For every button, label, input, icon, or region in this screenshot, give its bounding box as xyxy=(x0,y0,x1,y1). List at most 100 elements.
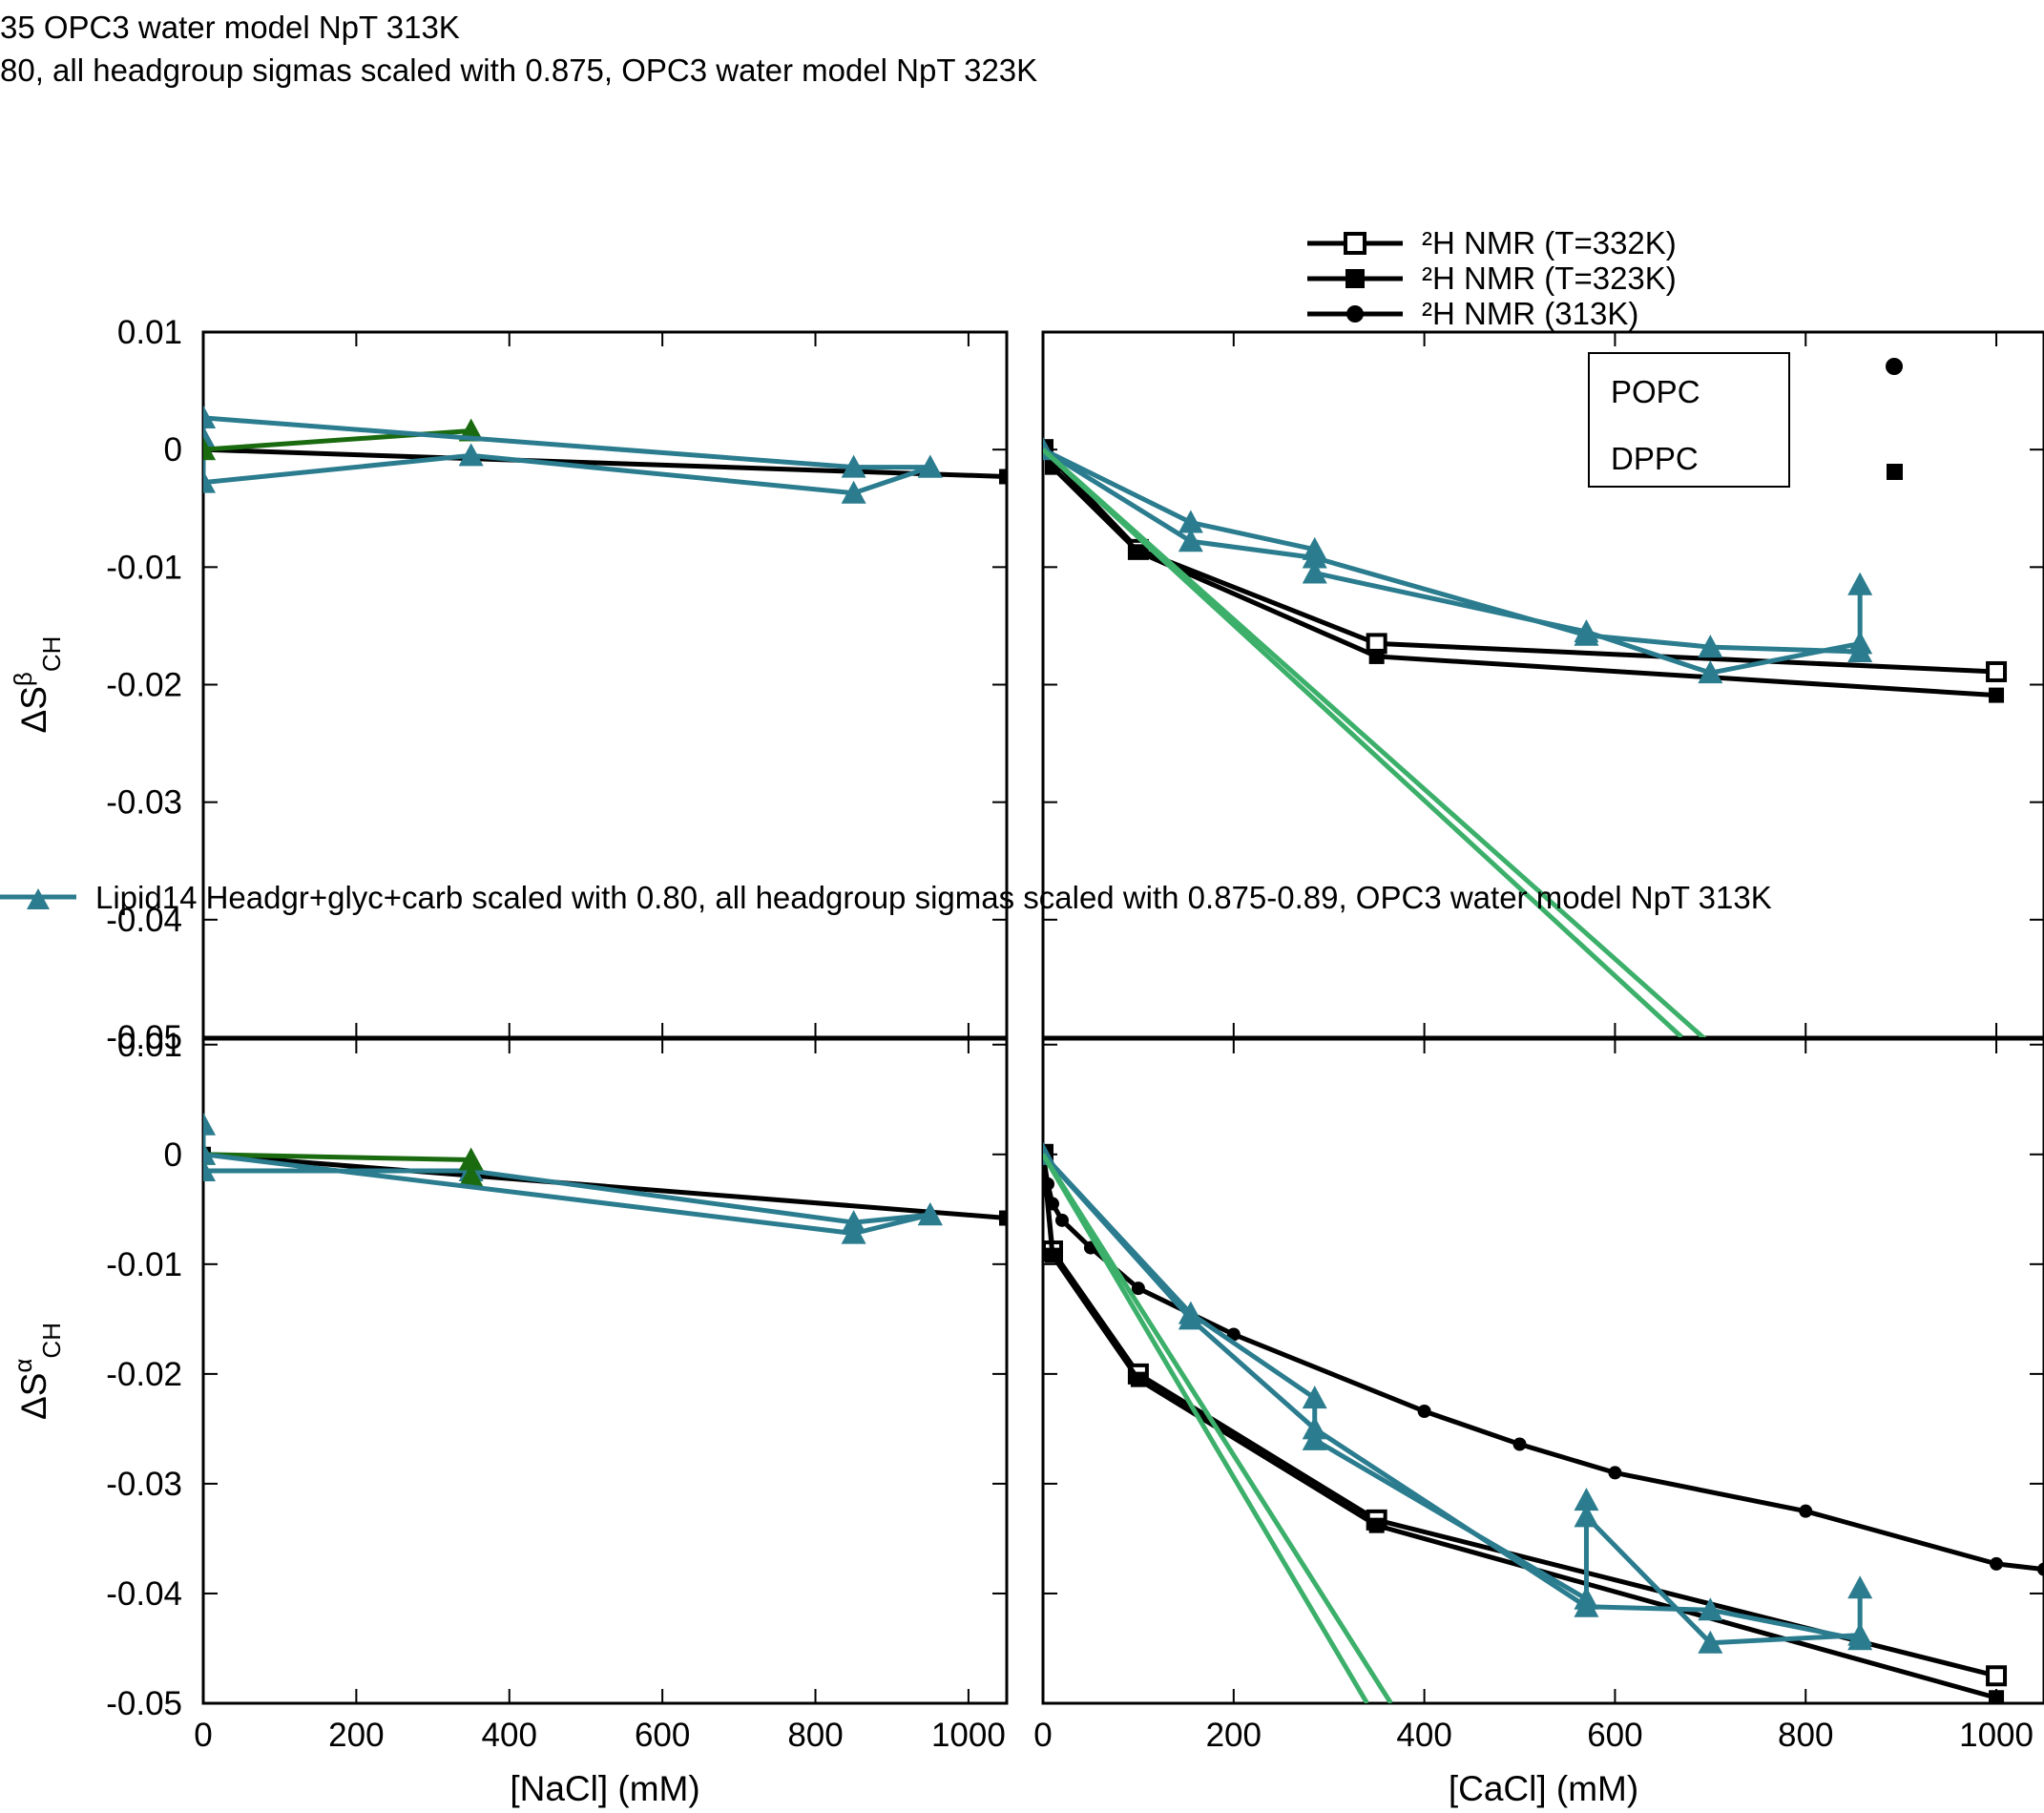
simulation-legend: Lipid14 Headgr+glyc+carb scaled with 0.8… xyxy=(0,880,1772,915)
data-point-triangle xyxy=(1574,1594,1599,1617)
x-tick-label: 200 xyxy=(328,1717,384,1754)
data-point-triangle xyxy=(458,1147,484,1171)
key-label-popc: POPC xyxy=(1611,374,1700,409)
data-point-triangle xyxy=(203,425,216,448)
plot-area xyxy=(1043,437,2008,1037)
series-line-5 xyxy=(1043,448,1707,1037)
legend-label-323k: ²H NMR (T=323K) xyxy=(1422,260,1677,296)
data-point-circle xyxy=(2037,1562,2044,1576)
y-tick-label: -0.04 xyxy=(106,902,182,939)
data-point-square xyxy=(1130,544,1146,560)
data-point-triangle xyxy=(1302,560,1327,584)
x-axis-label: [CaCl] (mM) xyxy=(1449,1769,1638,1808)
series-line-0 xyxy=(1043,448,1997,675)
y-tick-label: -0.02 xyxy=(106,667,182,704)
y-axis-label: ΔSαCH xyxy=(9,1323,66,1420)
series-line-3 xyxy=(1043,1153,1863,1646)
data-point-triangle xyxy=(203,437,216,461)
data-point-circle xyxy=(1054,1213,1069,1227)
data-point-triangle xyxy=(1698,1630,1723,1654)
data-point-triangle xyxy=(1698,1597,1723,1621)
x-tick-label: 1000 xyxy=(1959,1717,2034,1754)
data-point-triangle xyxy=(1847,1627,1873,1651)
x-axis-label: [NaCl] (mM) xyxy=(510,1769,699,1808)
data-point-triangle xyxy=(458,443,484,467)
x-tick-label: 200 xyxy=(1206,1717,1262,1754)
data-point-triangle xyxy=(1178,510,1203,533)
data-point-triangle xyxy=(1847,572,1873,595)
panel-alpha-nacl: 0 200 400 600 800 1000 0.01 0 -0.01 -0.02 -0.03 -0.… xyxy=(9,1027,1009,1808)
data-point-circle xyxy=(1608,1466,1622,1480)
plot-area xyxy=(203,1112,1007,1244)
y-tick-label: -0.04 xyxy=(106,1575,182,1613)
y-tick-label: -0.05 xyxy=(106,1685,182,1722)
x-tick-label: 400 xyxy=(482,1717,537,1754)
popc-circle-marker-icon xyxy=(1886,358,1903,375)
filled-circle-marker-icon xyxy=(1346,305,1364,323)
data-point-triangle xyxy=(917,454,943,478)
y-tick-label: -0.03 xyxy=(106,784,182,822)
filled-square-marker-icon xyxy=(1345,269,1365,288)
panel-beta-nacl: 0.01 0 -0.01 -0.02 -0.03 -0.04 -0.05 ΔSβCH xyxy=(9,314,1009,1056)
data-point-triangle xyxy=(1847,1575,1873,1599)
key-box-frame xyxy=(1588,352,1790,488)
legend-label-313k: ²H NMR (313K) xyxy=(1422,296,1638,331)
data-point-circle xyxy=(1512,1437,1527,1451)
data-point-square xyxy=(999,469,1007,485)
data-point-circle xyxy=(1799,1504,1813,1518)
x-tick-label: 600 xyxy=(635,1717,690,1754)
data-point-triangle xyxy=(917,1202,943,1226)
legend-label-332k: ²H NMR (T=332K) xyxy=(1422,225,1677,260)
series-line-6 xyxy=(1043,1153,1393,1703)
data-point-triangle xyxy=(458,1163,484,1187)
y-tick-label: -0.05 xyxy=(106,1019,182,1056)
plot-area xyxy=(1043,1141,2044,1703)
series-line-3 xyxy=(1043,448,1861,655)
data-point-circle xyxy=(1990,1556,2004,1571)
data-point-square xyxy=(1989,1690,2005,1703)
y-tick-label: -0.02 xyxy=(106,1356,182,1393)
key-label-dppc: DPPC xyxy=(1611,441,1699,476)
data-point-circle xyxy=(1131,1282,1145,1296)
plot-panels: 0.01 0 -0.01 -0.02 -0.03 -0.04 -0.05 ΔSβCH 0 200 4… xyxy=(9,314,2044,1808)
x-tick-label: 800 xyxy=(1778,1717,1833,1754)
y-tick-label: -0.03 xyxy=(106,1466,182,1503)
x-tick-label: 400 xyxy=(1396,1717,1451,1754)
series-line-0 xyxy=(203,1152,1007,1221)
data-point-triangle xyxy=(841,1220,866,1244)
data-point-square xyxy=(999,1210,1007,1226)
panel-beta-cacl xyxy=(1041,330,2044,1039)
nmr-legend: ²H NMR (T=332K) ²H NMR (T=323K) ²H NMR (… xyxy=(1307,225,1677,331)
data-point-triangle xyxy=(1178,529,1203,552)
x-tick-label: 0 xyxy=(1033,1717,1052,1754)
lipid-key-box: POPC DPPC xyxy=(1588,352,1903,488)
data-point-triangle xyxy=(203,1112,216,1136)
y-tick-label: 0.01 xyxy=(117,1027,182,1064)
open-square-marker-icon xyxy=(1344,232,1366,255)
y-axis-label: ΔSβCH xyxy=(9,636,66,734)
data-point-triangle xyxy=(1847,639,1873,663)
x-tick-label: 800 xyxy=(787,1717,843,1754)
data-point-triangle xyxy=(1698,660,1723,684)
data-point-open-square xyxy=(1986,660,2008,682)
series-line-2 xyxy=(1043,447,1863,676)
plot-area xyxy=(203,405,1007,504)
header-line-2: 80, all headgroup sigmas scaled with 0.8… xyxy=(0,52,1037,88)
data-point-circle xyxy=(1417,1404,1431,1418)
y-tick-label: -0.01 xyxy=(106,1246,182,1283)
series-line-4 xyxy=(1043,1153,1861,1642)
data-point-square xyxy=(1130,1371,1146,1387)
data-point-triangle xyxy=(841,480,866,504)
data-point-triangle xyxy=(1302,545,1327,569)
series-line-0 xyxy=(203,447,1007,479)
y-tick-label: 0 xyxy=(164,1136,182,1174)
x-tick-label: 600 xyxy=(1587,1717,1642,1754)
panel-frame xyxy=(201,1037,1009,1705)
data-point-square xyxy=(1368,648,1385,664)
y-tick-label: -0.01 xyxy=(106,549,182,586)
legend-label-simulation: Lipid14 Headgr+glyc+carb scaled with 0.8… xyxy=(95,880,1772,915)
x-tick-label: 1000 xyxy=(931,1717,1006,1754)
y-tick-label: 0 xyxy=(164,431,182,469)
data-point-triangle xyxy=(1574,622,1599,646)
y-tick-label: 0.01 xyxy=(117,314,182,351)
